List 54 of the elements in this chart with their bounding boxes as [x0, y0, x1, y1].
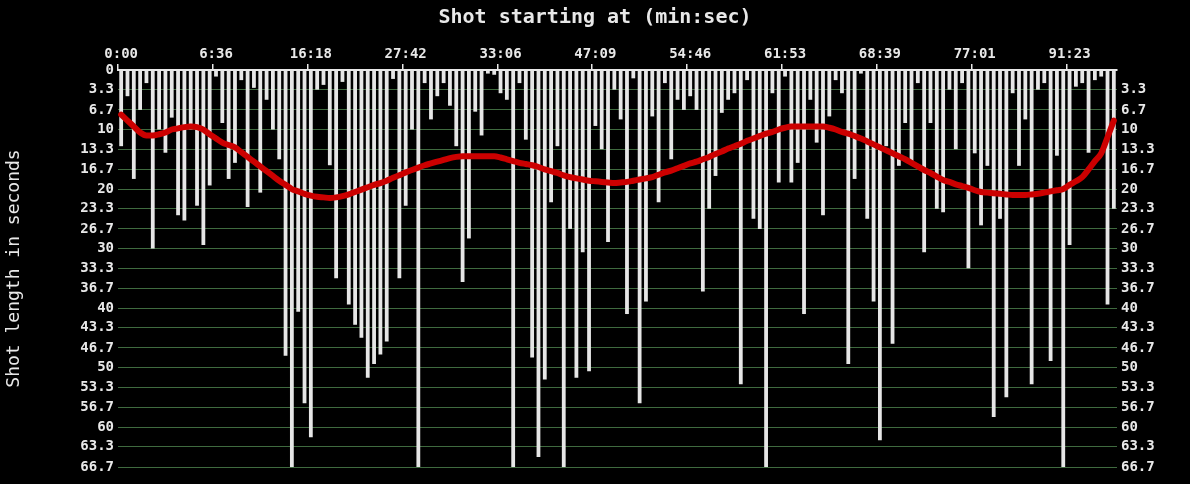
- y-tick-label: 23.3: [80, 199, 114, 216]
- y-tick-label: 66.7: [80, 457, 114, 474]
- y2-tick-label: 26.7: [1121, 219, 1155, 236]
- y-tick-label: 26.7: [80, 219, 114, 236]
- y-tick-label: 50: [97, 358, 114, 375]
- y-tick-label: 56.7: [80, 398, 114, 415]
- x-tick-label: 33:06: [479, 45, 522, 62]
- y2-tick-label: 33.3: [1121, 258, 1155, 275]
- x-tick-label: 91:23: [1048, 45, 1091, 62]
- y-axis-title: Shot length in seconds: [2, 149, 24, 388]
- x-tick-label: 16:18: [289, 45, 332, 62]
- y2-tick-label: 56.7: [1121, 398, 1155, 415]
- y-tick-label: 60: [97, 417, 114, 434]
- x-tick-label: 77:01: [953, 45, 996, 62]
- y2-tick-label: 66.7: [1121, 457, 1155, 474]
- chart-title: Shot starting at (min:sec): [438, 4, 752, 29]
- y-tick-label: 46.7: [80, 338, 114, 355]
- y2-tick-label: 53.3: [1121, 377, 1155, 394]
- y2-tick-label: 6.7: [1121, 100, 1147, 117]
- y2-tick-label: 46.7: [1121, 338, 1155, 355]
- y-tick-label: 13.3: [80, 139, 114, 156]
- y2-tick-label: 16.7: [1121, 160, 1155, 177]
- y2-tick-label: 13.3: [1121, 139, 1155, 156]
- y2-tick-label: 23.3: [1121, 199, 1155, 216]
- y-tick-label: 10: [97, 120, 114, 137]
- y-tick-label: 0: [105, 60, 114, 77]
- y2-tick-label: 30: [1121, 239, 1138, 256]
- y2-tick-label: 36.7: [1121, 279, 1155, 296]
- y-tick-label: 30: [97, 239, 114, 256]
- y2-tick-label: 10: [1121, 120, 1138, 137]
- y-tick-label: 53.3: [80, 377, 114, 394]
- y-tick-label: 16.7: [80, 160, 114, 177]
- y2-tick-label: 43.3: [1121, 318, 1155, 335]
- x-tick-label: 27:42: [384, 45, 427, 62]
- x-tick-label: 47:09: [574, 45, 617, 62]
- y2-tick-label: 50: [1121, 358, 1138, 375]
- x-tick-label: 6:36: [199, 45, 233, 62]
- y-tick-label: 40: [97, 298, 114, 315]
- y2-tick-label: 63.3: [1121, 437, 1155, 454]
- y2-tick-label: 3.3: [1121, 80, 1147, 97]
- x-tick-label: 68:39: [858, 45, 901, 62]
- y2-tick-label: 20: [1121, 179, 1138, 196]
- x-tick-label: 61:53: [763, 45, 807, 62]
- y-tick-label: 20: [97, 179, 114, 196]
- y-tick-label: 3.3: [88, 80, 114, 97]
- y-tick-label: 36.7: [80, 279, 114, 296]
- x-tick-label: 0:00: [104, 45, 139, 62]
- y2-tick-label: 40: [1121, 298, 1138, 315]
- y-tick-label: 63.3: [80, 437, 114, 454]
- y-tick-label: 43.3: [80, 318, 114, 335]
- x-tick-label: 54:46: [669, 45, 712, 62]
- y2-tick-label: 60: [1121, 417, 1138, 434]
- y-tick-label: 33.3: [80, 258, 114, 275]
- y-tick-label: 6.7: [88, 100, 114, 117]
